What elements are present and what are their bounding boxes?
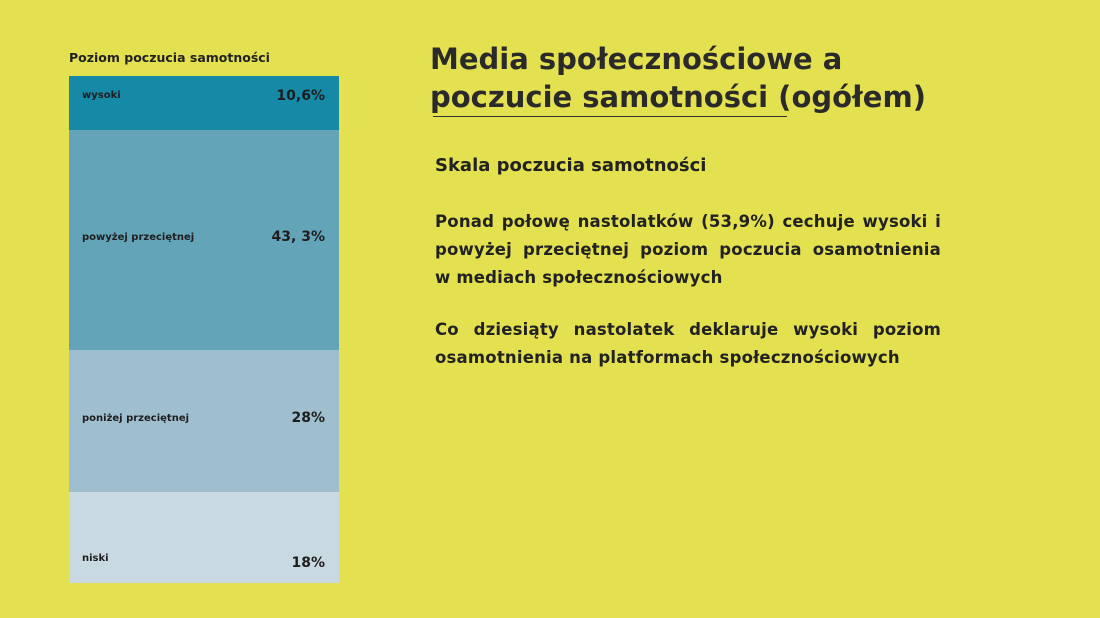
paragraph-one-in-ten: Co dziesiąty nastolatek deklaruje wysoki… (435, 320, 941, 367)
segment-label: niski (82, 553, 109, 564)
slide-subtitle: Skala poczucia samotności (435, 155, 707, 176)
stacked-bar-chart: wysoki 10,6% powyżej przeciętnej 43, 3% poni… (69, 76, 339, 583)
bar-segment-0: wysoki 10,6% (69, 76, 339, 130)
bar-segment-1: powyżej przeciętnej 43, 3% (69, 130, 339, 350)
paragraph-majority: Ponad połowę nastolatków (53,9%) cechuje… (435, 212, 941, 287)
chart-title: Poziom poczucia samotności (69, 50, 270, 65)
segment-label: wysoki (82, 90, 121, 101)
segment-value-label: 18% (291, 555, 325, 571)
segment-label: poniżej przeciętnej (82, 413, 190, 424)
segment-value-label: 10,6% (276, 88, 325, 104)
segment-value-label: 28% (291, 410, 325, 426)
segment-value-label: 43, 3% (271, 229, 325, 245)
slide-title-line-2: poczucie samotności (ogółem) (430, 80, 926, 114)
slide-title: Media społecznościowe a poczucie samotnoś… (430, 40, 926, 116)
bar-segment-3: niski 18% (69, 492, 339, 583)
bar-segment-2: poniżej przeciętnej 28% (69, 350, 339, 492)
title-underline (433, 116, 787, 117)
segment-label: powyżej przeciętnej (82, 232, 195, 243)
slide-title-line-1: Media społecznościowe a (430, 42, 843, 76)
